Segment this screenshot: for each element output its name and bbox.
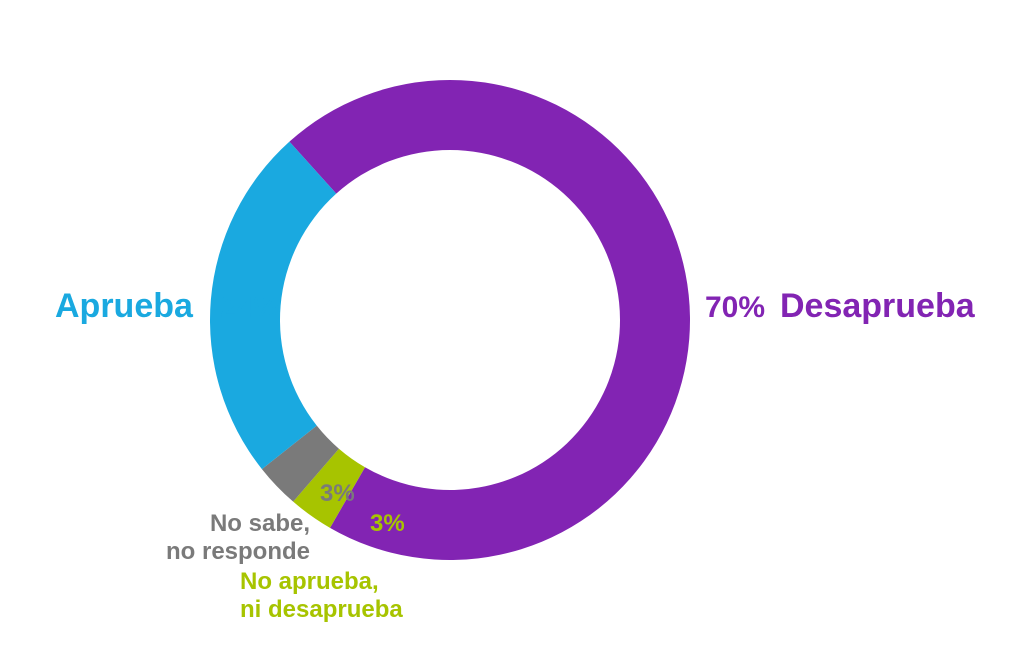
donut-chart-container: 70% Desaprueba Aprueba 24% 3% No sabe, n… (0, 0, 1025, 654)
no-sabe-line1: No sabe, (120, 510, 310, 539)
no-aprueba-line2: ni desaprueba (240, 596, 403, 625)
no-aprueba-pct: 3% (370, 510, 405, 539)
aprueba-text: Aprueba (55, 286, 193, 327)
desaprueba-pct: 70% (705, 290, 765, 326)
no-sabe-line2: no responde (120, 538, 310, 567)
no-sabe-pct: 3% (320, 480, 355, 509)
desaprueba-text: Desaprueba (780, 286, 975, 327)
no-aprueba-line1: No aprueba, (240, 568, 379, 597)
aprueba-pct: 24% (220, 290, 280, 326)
